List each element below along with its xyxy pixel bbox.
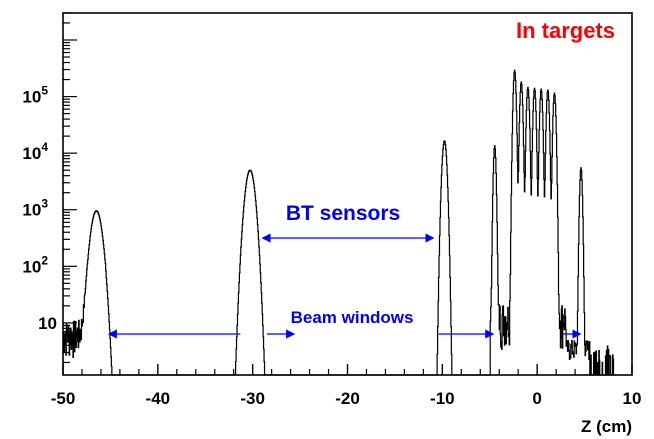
x-tick-label: 10: [623, 389, 642, 408]
y-axis-ticks: 10 102 103 104 105: [22, 12, 77, 364]
y-tick-label: 104: [22, 140, 48, 163]
annotation-in-targets: In targets: [516, 18, 615, 43]
x-axis-title: Z (cm): [581, 417, 632, 436]
annotations: In targets BT sensors Beam windows: [107, 18, 615, 339]
y-tick-label: 103: [22, 197, 48, 220]
y-tick-label: 102: [22, 253, 48, 276]
x-tick-label: 0: [532, 389, 541, 408]
x-axis-ticks: -50 -40 -30 -20 -10 0 10: [51, 364, 642, 408]
x-tick-label: -10: [430, 389, 455, 408]
x-tick-label: -30: [240, 389, 265, 408]
x-tick-label: -50: [51, 389, 76, 408]
x-tick-label: -40: [146, 389, 171, 408]
y-tick-label: 10: [38, 314, 57, 333]
annotation-bt-sensors: BT sensors: [286, 202, 400, 225]
annotation-beam-windows: Beam windows: [291, 308, 414, 327]
x-tick-label: -20: [335, 389, 360, 408]
y-tick-label: 105: [22, 84, 48, 107]
